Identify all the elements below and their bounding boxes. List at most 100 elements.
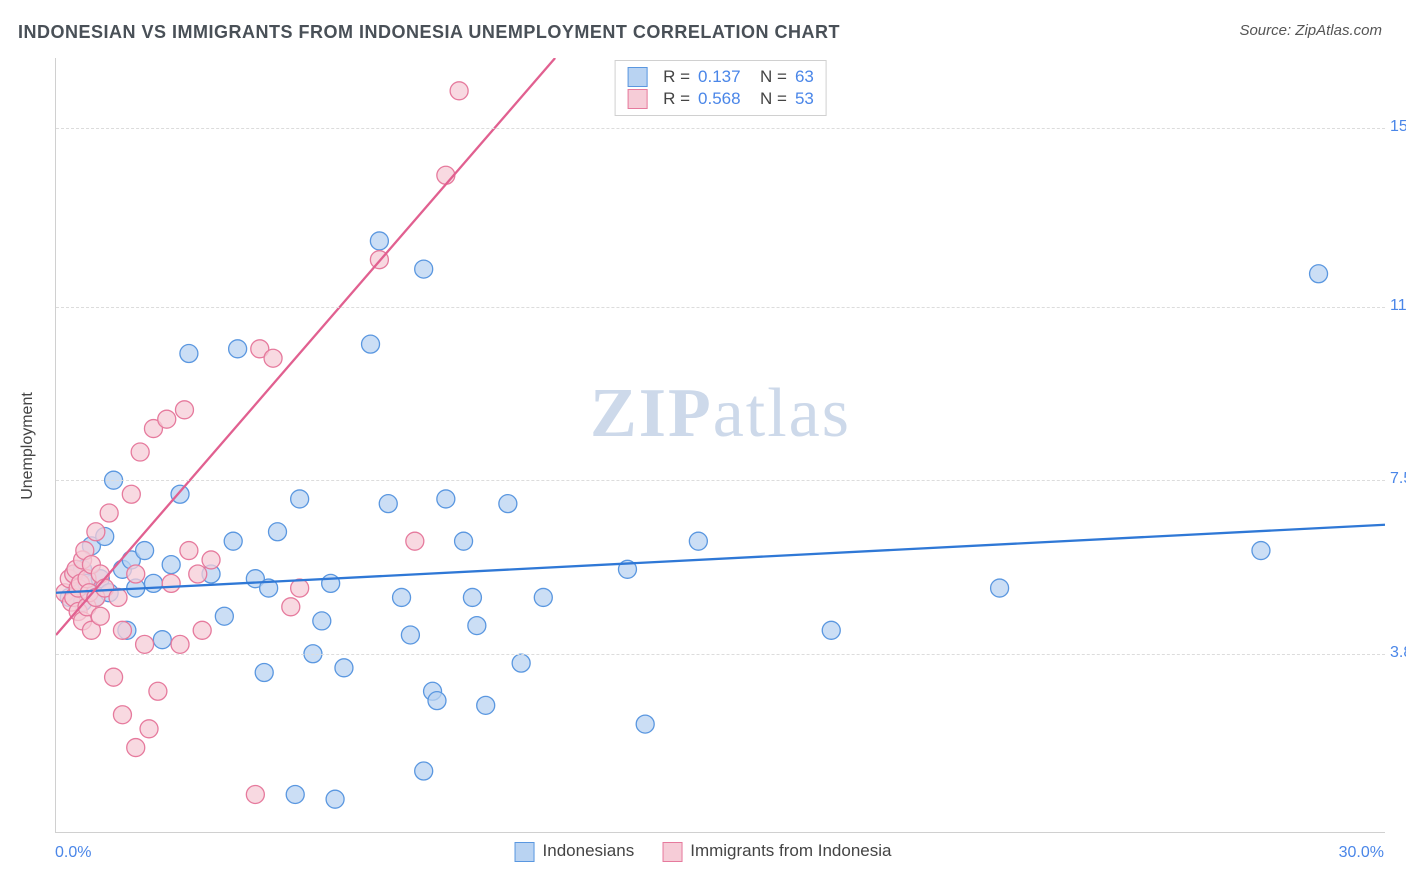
data-point xyxy=(162,574,180,592)
data-point xyxy=(406,532,424,550)
data-point xyxy=(822,621,840,639)
legend-item: Indonesians xyxy=(515,841,635,862)
data-point xyxy=(136,635,154,653)
legend-label: Immigrants from Indonesia xyxy=(690,841,891,860)
series-legend: Indonesians Immigrants from Indonesia xyxy=(515,841,892,862)
data-point xyxy=(636,715,654,733)
data-point xyxy=(428,692,446,710)
gridline xyxy=(56,307,1385,308)
data-point xyxy=(180,542,198,560)
legend-swatch xyxy=(515,842,535,862)
gridline xyxy=(56,654,1385,655)
y-tick-label: 11.2% xyxy=(1390,297,1406,315)
data-point xyxy=(437,166,455,184)
data-point xyxy=(1252,542,1270,560)
r-label: R = xyxy=(663,67,690,87)
scatter-chart xyxy=(56,58,1385,832)
data-point xyxy=(193,621,211,639)
data-point xyxy=(113,621,131,639)
data-point xyxy=(1310,265,1328,283)
data-point xyxy=(991,579,1009,597)
data-point xyxy=(335,659,353,677)
x-axis-min: 0.0% xyxy=(55,844,91,862)
legend-swatch xyxy=(627,89,647,109)
data-point xyxy=(149,682,167,700)
data-point xyxy=(370,232,388,250)
data-point xyxy=(512,654,530,672)
legend-row: R = 0.137 N = 63 xyxy=(627,67,814,87)
data-point xyxy=(393,588,411,606)
data-point xyxy=(291,579,309,597)
legend-swatch xyxy=(627,67,647,87)
n-label: N = xyxy=(760,89,787,109)
data-point xyxy=(162,556,180,574)
data-point xyxy=(113,706,131,724)
data-point xyxy=(269,523,287,541)
data-point xyxy=(246,785,264,803)
r-value: 0.137 xyxy=(698,67,752,87)
data-point xyxy=(131,443,149,461)
trend-line xyxy=(56,525,1385,593)
data-point xyxy=(415,762,433,780)
data-point xyxy=(140,720,158,738)
y-tick-label: 15.0% xyxy=(1390,118,1406,136)
correlation-legend: R = 0.137 N = 63 R = 0.568 N = 53 xyxy=(614,60,827,116)
data-point xyxy=(136,542,154,560)
data-point xyxy=(189,565,207,583)
y-tick-label: 3.8% xyxy=(1390,644,1406,662)
data-point xyxy=(468,617,486,635)
x-axis-max: 30.0% xyxy=(1339,844,1384,862)
legend-item: Immigrants from Indonesia xyxy=(662,841,891,862)
data-point xyxy=(437,490,455,508)
data-point xyxy=(127,739,145,757)
data-point xyxy=(499,495,517,513)
data-point xyxy=(87,523,105,541)
y-axis-label: Unemployment xyxy=(19,392,37,500)
data-point xyxy=(379,495,397,513)
legend-label: Indonesians xyxy=(543,841,635,860)
data-point xyxy=(100,504,118,522)
legend-swatch xyxy=(662,842,682,862)
gridline xyxy=(56,128,1385,129)
data-point xyxy=(362,335,380,353)
data-point xyxy=(127,565,145,583)
chart-title: INDONESIAN VS IMMIGRANTS FROM INDONESIA … xyxy=(18,22,840,43)
data-point xyxy=(689,532,707,550)
data-point xyxy=(401,626,419,644)
data-point xyxy=(326,790,344,808)
data-point xyxy=(224,532,242,550)
data-point xyxy=(282,598,300,616)
data-point xyxy=(91,607,109,625)
data-point xyxy=(415,260,433,278)
data-point xyxy=(180,345,198,363)
data-point xyxy=(255,664,273,682)
n-value: 53 xyxy=(795,89,814,109)
source-attribution: Source: ZipAtlas.com xyxy=(1239,22,1382,39)
r-value: 0.568 xyxy=(698,89,752,109)
data-point xyxy=(202,551,220,569)
data-point xyxy=(477,696,495,714)
data-point xyxy=(171,635,189,653)
trend-line xyxy=(56,58,555,635)
data-point xyxy=(153,631,171,649)
data-point xyxy=(463,588,481,606)
n-value: 63 xyxy=(795,67,814,87)
data-point xyxy=(286,785,304,803)
n-label: N = xyxy=(760,67,787,87)
data-point xyxy=(264,349,282,367)
legend-row: R = 0.568 N = 53 xyxy=(627,89,814,109)
y-tick-label: 7.5% xyxy=(1390,470,1406,488)
plot-area: ZIPatlas R =0.137N =63R =0.568N =53 3.8%… xyxy=(55,58,1385,833)
gridline xyxy=(56,480,1385,481)
data-point xyxy=(534,588,552,606)
data-point xyxy=(144,574,162,592)
data-point xyxy=(175,401,193,419)
data-point xyxy=(215,607,233,625)
data-point xyxy=(105,668,123,686)
data-point xyxy=(313,612,331,630)
data-point xyxy=(455,532,473,550)
data-point xyxy=(158,410,176,428)
data-point xyxy=(229,340,247,358)
r-label: R = xyxy=(663,89,690,109)
data-point xyxy=(109,588,127,606)
